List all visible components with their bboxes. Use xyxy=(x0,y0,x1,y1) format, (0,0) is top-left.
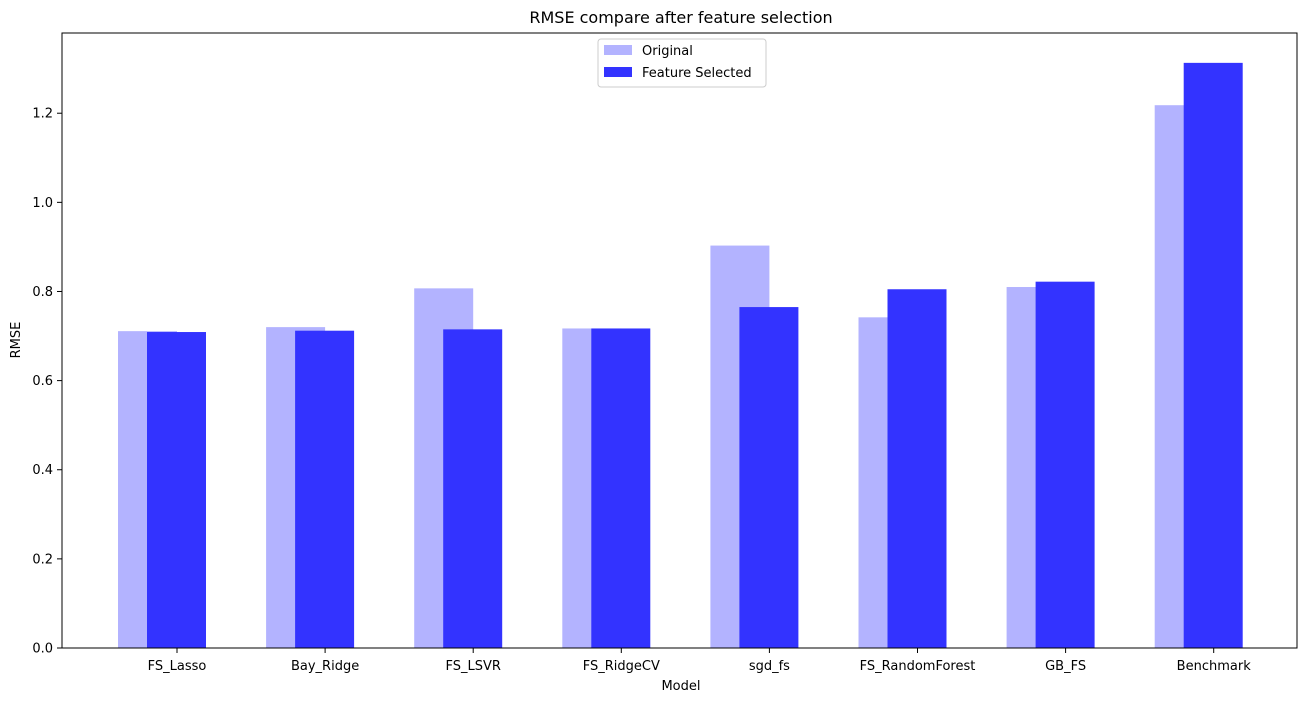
plot-frame xyxy=(61,32,1298,649)
bar-feature-selected-bay_ridge xyxy=(295,330,355,648)
y-tick-label: 0.4 xyxy=(32,463,53,478)
x-tick-label: GB_FS xyxy=(1045,659,1086,674)
legend-box xyxy=(597,38,767,88)
chart-title: RMSE compare after feature selection xyxy=(529,8,832,27)
bar-feature-selected-fs_randomforest xyxy=(887,289,947,648)
x-tick-label: FS_Lasso xyxy=(148,659,207,674)
bar-feature-selected-gb_fs xyxy=(1035,281,1095,648)
x-tick-label: sgd_fs xyxy=(749,659,790,674)
x-tick-label: Bay_Ridge xyxy=(291,659,359,674)
x-tick-label: FS_RandomForest xyxy=(860,659,976,674)
y-tick-label: 0.0 xyxy=(32,642,53,657)
bar-feature-selected-fs_ridgecv xyxy=(591,328,651,648)
y-tick-label: 1.2 xyxy=(32,107,53,122)
bar-feature-selected-fs_lsvr xyxy=(443,329,503,648)
x-tick-label: Benchmark xyxy=(1177,659,1252,674)
bar-feature-selected-sgd_fs xyxy=(739,307,799,648)
legend-swatch-feature-selected xyxy=(604,67,632,77)
legend-label-original: Original xyxy=(642,44,693,59)
bar-feature-selected-benchmark xyxy=(1183,62,1243,648)
y-tick-label: 0.8 xyxy=(32,285,53,300)
y-axis-label: RMSE xyxy=(9,322,24,359)
y-tick-label: 1.0 xyxy=(32,196,53,211)
y-tick-label: 0.2 xyxy=(32,552,53,567)
legend: Original Feature Selected xyxy=(597,38,767,88)
legend-swatch-original xyxy=(604,45,632,55)
x-axis-label: Model xyxy=(661,679,700,694)
x-tick-label: FS_LSVR xyxy=(445,659,500,674)
x-tick-label: FS_RidgeCV xyxy=(583,659,660,674)
bar-feature-selected-fs_lasso xyxy=(147,332,206,648)
legend-label-feature-selected: Feature Selected xyxy=(642,66,752,81)
plot-area: 0.0 0.2 0.4 0.6 0.8 1.0 1.2 FS_Lasso Bay_Ridge FS… xyxy=(32,32,1298,674)
y-tick-label: 0.6 xyxy=(32,374,53,389)
